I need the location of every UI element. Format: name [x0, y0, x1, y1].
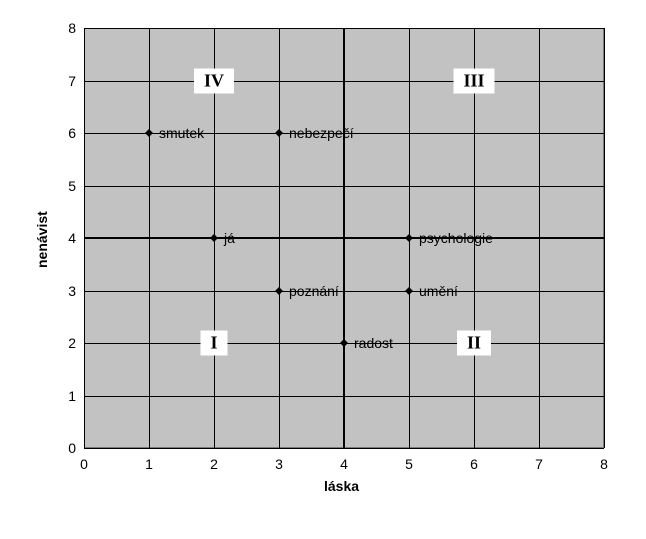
quadrant-label: III	[453, 68, 494, 93]
data-point	[340, 339, 348, 347]
data-point	[275, 129, 283, 137]
x-tick-label: 5	[405, 456, 413, 472]
x-tick-label: 6	[470, 456, 478, 472]
data-point-label: radost	[354, 335, 393, 351]
gridline-horizontal	[84, 448, 604, 449]
quadrant-label: II	[457, 331, 491, 356]
quadrant-label: I	[200, 331, 227, 356]
x-tick-label: 0	[80, 456, 88, 472]
y-tick-label: 2	[60, 335, 76, 351]
y-tick-label: 8	[60, 20, 76, 36]
y-tick-label: 0	[60, 440, 76, 456]
y-tick-label: 5	[60, 178, 76, 194]
data-point-label: smutek	[159, 125, 204, 141]
x-tick-label: 2	[210, 456, 218, 472]
data-point-label: umění	[419, 283, 458, 299]
y-tick-label: 4	[60, 230, 76, 246]
data-point	[210, 234, 218, 242]
data-point	[145, 129, 153, 137]
scatter-chart: IVIIIIIIsmuteknebezpečíjápsychologiepozn…	[0, 0, 646, 539]
x-tick-label: 7	[535, 456, 543, 472]
data-point	[405, 234, 413, 242]
x-tick-label: 1	[145, 456, 153, 472]
y-tick-label: 6	[60, 125, 76, 141]
crosshair-vertical	[343, 28, 345, 448]
y-tick-label: 3	[60, 283, 76, 299]
data-point	[405, 287, 413, 295]
x-tick-label: 3	[275, 456, 283, 472]
y-axis-label: nenávist	[34, 211, 50, 268]
data-point-label: poznání	[289, 283, 339, 299]
x-tick-label: 4	[340, 456, 348, 472]
gridline-vertical	[604, 28, 605, 448]
y-tick-label: 7	[60, 73, 76, 89]
data-point-label: psychologie	[419, 230, 493, 246]
plot-area: IVIIIIIIsmuteknebezpečíjápsychologiepozn…	[84, 28, 604, 448]
data-point-label: já	[224, 230, 235, 246]
x-tick-label: 8	[600, 456, 608, 472]
quadrant-label: IV	[194, 68, 234, 93]
data-point-label: nebezpečí	[289, 125, 354, 141]
data-point	[275, 287, 283, 295]
y-tick-label: 1	[60, 388, 76, 404]
x-axis-label: láska	[324, 478, 359, 494]
